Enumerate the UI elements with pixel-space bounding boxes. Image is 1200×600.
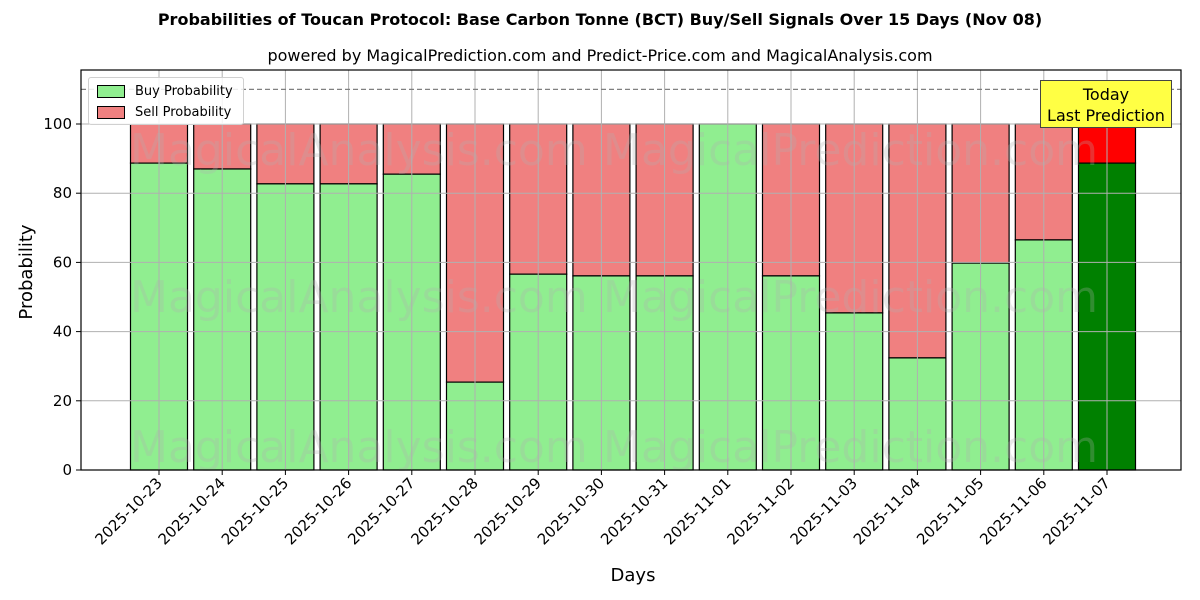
watermark-text: MagicalPrediction.com (603, 422, 1098, 473)
chart-subtitle: powered by MagicalPrediction.com and Pre… (267, 46, 933, 65)
x-tick-label: 2025-11-03 (787, 474, 861, 548)
watermark-text: MagicalAnalysis.com (130, 125, 588, 176)
y-tick-label: 20 (53, 392, 72, 410)
x-tick-label: 2025-10-25 (218, 474, 292, 548)
x-tick-label: 2025-10-26 (281, 474, 355, 548)
y-tick-label: 60 (53, 253, 72, 271)
y-tick-label: 40 (53, 323, 72, 341)
x-tick-label: 2025-11-07 (1039, 474, 1113, 548)
y-axis-label: Probability (16, 224, 37, 319)
watermark-text: MagicalPrediction.com (603, 125, 1098, 176)
chart-title: Probabilities of Toucan Protocol: Base C… (157, 10, 1043, 29)
x-tick-label: 2025-11-04 (850, 474, 924, 548)
x-tick-label: 2025-10-24 (155, 474, 229, 548)
x-tick-label: 2025-10-27 (344, 474, 418, 548)
plot-frame (80, 69, 1182, 471)
y-tick-label: 80 (53, 184, 72, 202)
legend-item-sell: Sell Probability (97, 104, 231, 120)
legend-item-buy: Buy Probability (97, 83, 233, 99)
watermark-text: MagicalAnalysis.com (130, 272, 588, 323)
x-tick-label: 2025-10-29 (471, 474, 545, 548)
x-tick-label: 2025-11-01 (660, 474, 734, 548)
x-tick-label: 2025-11-02 (723, 474, 797, 548)
legend-swatch-buy (97, 84, 125, 98)
watermark-text: MagicalPrediction.com (603, 272, 1098, 323)
chart-legend: Buy Probability Sell Probability (88, 77, 244, 125)
today-annotation: Today Last Prediction (1040, 80, 1172, 128)
x-tick-label: 2025-11-06 (976, 474, 1050, 548)
x-axis-label: Days (611, 565, 656, 586)
annotation-line-1: Today (1082, 85, 1130, 104)
watermark-text: MagicalAnalysis.com (130, 422, 588, 473)
y-tick-label: 0 (62, 461, 72, 479)
x-tick-label: 2025-11-05 (913, 474, 987, 548)
legend-label-sell: Sell Probability (135, 104, 232, 120)
y-tick-label: 100 (43, 115, 72, 133)
annotation-line-2: Last Prediction (1047, 106, 1165, 125)
x-tick-label: 2025-10-30 (534, 474, 608, 548)
legend-swatch-sell (97, 105, 125, 119)
x-tick-label: 2025-10-23 (91, 474, 165, 548)
x-tick-label: 2025-10-28 (407, 474, 481, 548)
legend-label-buy: Buy Probability (135, 83, 233, 99)
x-tick-label: 2025-10-31 (597, 474, 671, 548)
